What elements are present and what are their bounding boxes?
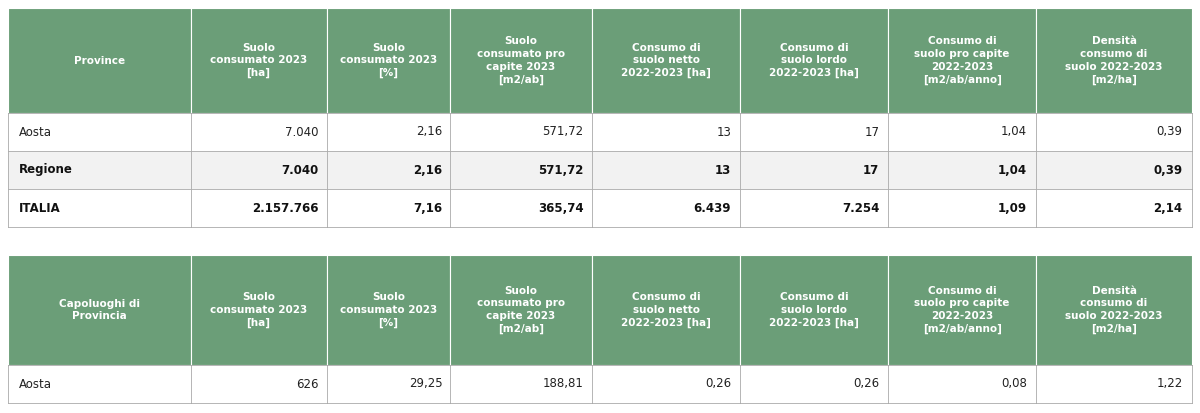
- Text: 365,74: 365,74: [538, 202, 583, 214]
- Text: 0,26: 0,26: [706, 377, 731, 391]
- Text: 7.040: 7.040: [286, 126, 318, 138]
- Text: Consumo di
suolo lordo
2022-2023 [ha]: Consumo di suolo lordo 2022-2023 [ha]: [769, 43, 859, 78]
- Text: Suolo
consumato 2023
[ha]: Suolo consumato 2023 [ha]: [210, 292, 307, 328]
- Text: 2,14: 2,14: [1153, 202, 1183, 214]
- Text: 571,72: 571,72: [539, 164, 583, 176]
- Text: 571,72: 571,72: [542, 126, 583, 138]
- Text: 2,16: 2,16: [414, 164, 443, 176]
- Text: 7.254: 7.254: [842, 202, 880, 214]
- Text: 1,04: 1,04: [1001, 126, 1027, 138]
- Text: Consumo di
suolo lordo
2022-2023 [ha]: Consumo di suolo lordo 2022-2023 [ha]: [769, 292, 859, 328]
- Text: 1,04: 1,04: [998, 164, 1027, 176]
- Text: 0,26: 0,26: [853, 377, 880, 391]
- Text: Consumo di
suolo netto
2022-2023 [ha]: Consumo di suolo netto 2022-2023 [ha]: [622, 43, 712, 78]
- Text: 626: 626: [296, 377, 318, 391]
- Text: Suolo
consumato pro
capite 2023
[m2/ab]: Suolo consumato pro capite 2023 [m2/ab]: [478, 286, 565, 335]
- Text: 13: 13: [715, 164, 731, 176]
- Text: 0,39: 0,39: [1153, 164, 1183, 176]
- Text: Consumo di
suolo pro capite
2022-2023
[m2/ab/anno]: Consumo di suolo pro capite 2022-2023 [m…: [914, 36, 1009, 85]
- Text: 17: 17: [864, 126, 880, 138]
- Text: Suolo
consumato 2023
[%]: Suolo consumato 2023 [%]: [340, 292, 437, 328]
- Text: Suolo
consumato 2023
[%]: Suolo consumato 2023 [%]: [340, 43, 437, 78]
- Text: 7.040: 7.040: [281, 164, 318, 176]
- Text: Suolo
consumato 2023
[ha]: Suolo consumato 2023 [ha]: [210, 43, 307, 78]
- Text: 17: 17: [863, 164, 880, 176]
- Text: 1,09: 1,09: [998, 202, 1027, 214]
- Text: Aosta: Aosta: [19, 377, 52, 391]
- Text: Province: Province: [73, 55, 125, 66]
- Text: 188,81: 188,81: [542, 377, 583, 391]
- Text: Capoluoghi di
Provincia: Capoluoghi di Provincia: [59, 299, 139, 321]
- Text: 2,16: 2,16: [416, 126, 443, 138]
- Text: Consumo di
suolo netto
2022-2023 [ha]: Consumo di suolo netto 2022-2023 [ha]: [622, 292, 712, 328]
- Text: 2.157.766: 2.157.766: [252, 202, 318, 214]
- Text: Densità
consumo di
suolo 2022-2023
[m2/ha]: Densità consumo di suolo 2022-2023 [m2/h…: [1066, 36, 1163, 85]
- Text: 13: 13: [716, 126, 731, 138]
- Text: Regione: Regione: [19, 164, 73, 176]
- Text: 7,16: 7,16: [414, 202, 443, 214]
- Text: 29,25: 29,25: [409, 377, 443, 391]
- Text: Aosta: Aosta: [19, 126, 52, 138]
- Text: Densità
consumo di
suolo 2022-2023
[m2/ha]: Densità consumo di suolo 2022-2023 [m2/h…: [1066, 286, 1163, 335]
- Text: ITALIA: ITALIA: [19, 202, 61, 214]
- Text: 0,39: 0,39: [1157, 126, 1183, 138]
- Text: 6.439: 6.439: [694, 202, 731, 214]
- Text: Consumo di
suolo pro capite
2022-2023
[m2/ab/anno]: Consumo di suolo pro capite 2022-2023 [m…: [914, 286, 1009, 335]
- Text: Suolo
consumato pro
capite 2023
[m2/ab]: Suolo consumato pro capite 2023 [m2/ab]: [478, 36, 565, 85]
- Text: 1,22: 1,22: [1157, 377, 1183, 391]
- Text: 0,08: 0,08: [1001, 377, 1027, 391]
